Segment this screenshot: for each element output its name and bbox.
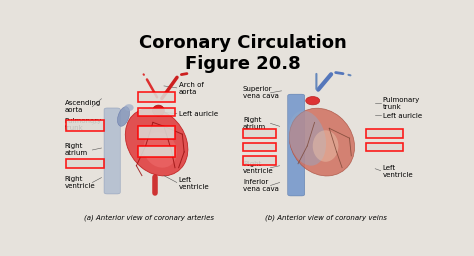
FancyBboxPatch shape <box>104 108 120 194</box>
Ellipse shape <box>313 130 338 162</box>
Text: (a) Anterior view of coronary arteries: (a) Anterior view of coronary arteries <box>84 214 214 221</box>
FancyBboxPatch shape <box>288 94 305 196</box>
Ellipse shape <box>289 108 355 176</box>
Text: Figure 20.8: Figure 20.8 <box>185 55 301 73</box>
Ellipse shape <box>125 108 188 176</box>
Ellipse shape <box>125 104 134 111</box>
Text: Right
atrium: Right atrium <box>65 143 88 156</box>
Bar <box>366 129 403 138</box>
Text: Ascending
aorta: Ascending aorta <box>65 100 101 113</box>
Bar <box>243 156 276 165</box>
Bar <box>138 108 175 116</box>
Text: Pulmonary
trunk: Pulmonary trunk <box>65 118 102 131</box>
Text: Right
ventricle: Right ventricle <box>65 176 95 189</box>
Text: Inferior
vena cava: Inferior vena cava <box>243 179 279 192</box>
Text: (b) Anterior view of coronary veins: (b) Anterior view of coronary veins <box>264 214 386 221</box>
Text: Right
atrium: Right atrium <box>243 117 266 130</box>
Text: Superior
vena cava: Superior vena cava <box>243 86 279 99</box>
Bar <box>66 159 104 168</box>
Text: Left auricle: Left auricle <box>383 113 422 120</box>
Bar <box>243 129 276 138</box>
Ellipse shape <box>288 111 326 166</box>
Ellipse shape <box>144 132 177 168</box>
Ellipse shape <box>118 107 129 126</box>
Ellipse shape <box>306 97 319 105</box>
Text: Coronary Circulation: Coronary Circulation <box>139 34 347 52</box>
Bar <box>138 146 175 157</box>
Text: Right
ventricle: Right ventricle <box>243 161 273 174</box>
Bar <box>243 143 276 151</box>
Text: Pulmonary
trunk: Pulmonary trunk <box>383 97 420 110</box>
Text: Left
ventricle: Left ventricle <box>179 177 209 190</box>
Ellipse shape <box>153 105 164 116</box>
Text: Left
ventricle: Left ventricle <box>383 165 413 178</box>
Bar <box>138 126 175 139</box>
Bar <box>138 92 175 102</box>
Text: Left auricle: Left auricle <box>179 112 218 118</box>
Bar <box>66 120 104 131</box>
Bar <box>366 143 403 151</box>
Text: Arch of
aorta: Arch of aorta <box>179 82 203 95</box>
